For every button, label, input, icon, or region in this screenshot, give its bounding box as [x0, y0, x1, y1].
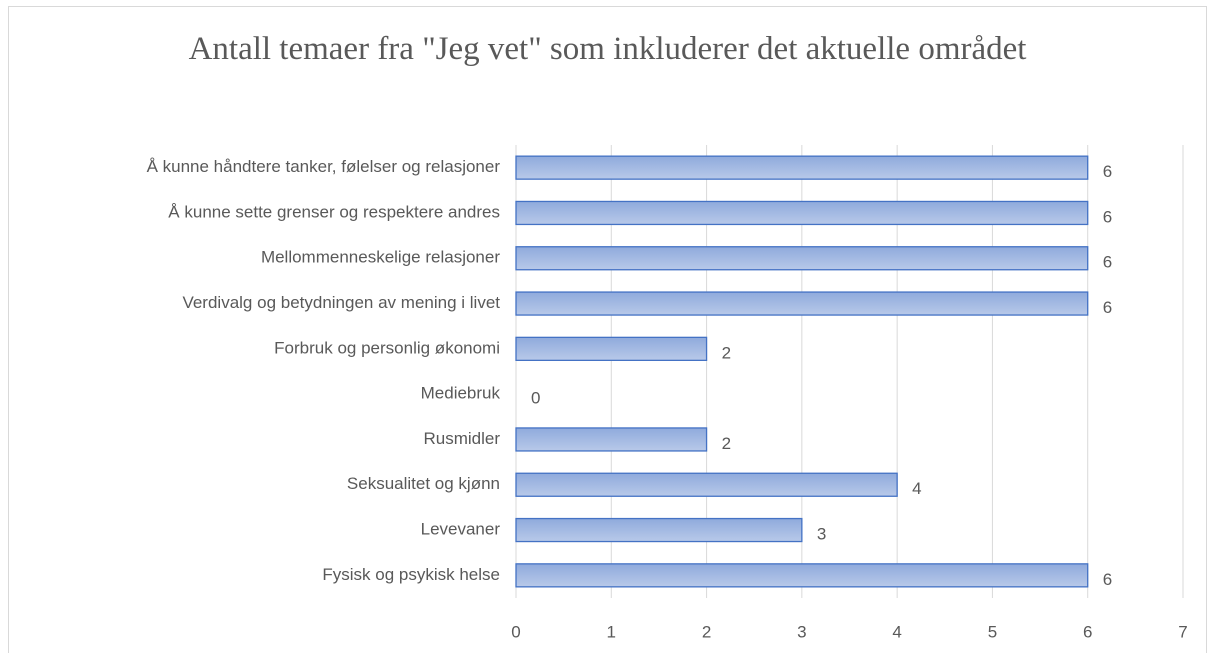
x-tick-label: 2	[702, 622, 711, 641]
data-label: 6	[1103, 570, 1112, 589]
data-label: 2	[722, 343, 731, 362]
x-tick-label: 5	[988, 622, 997, 641]
chart-border	[8, 6, 1207, 653]
data-label: 2	[722, 434, 731, 453]
x-tick-label: 6	[1083, 622, 1092, 641]
bar	[515, 155, 1089, 180]
y-tick-label: Levevaner	[421, 520, 501, 539]
x-tick-label: 7	[1178, 622, 1187, 641]
bar	[515, 246, 1089, 271]
x-tick-label: 4	[892, 622, 901, 641]
chart-title: Antall temaer fra "Jeg vet" som inkluder…	[188, 31, 1027, 67]
y-tick-label: Mellommenneskelige relasjoner	[261, 248, 500, 267]
bar	[515, 336, 708, 362]
bar	[515, 517, 803, 543]
data-label: 6	[1103, 207, 1112, 226]
data-label: 6	[1103, 253, 1112, 272]
data-label: 0	[531, 389, 540, 408]
y-tick-label: Å kunne håndtere tanker, følelser og rel…	[147, 157, 501, 176]
y-tick-label: Fysisk og psykisk helse	[322, 565, 500, 584]
bar	[515, 291, 1089, 316]
bar	[515, 427, 708, 452]
data-label: 4	[912, 479, 921, 498]
y-tick-label: Rusmidler	[423, 429, 500, 448]
data-label: 6	[1103, 162, 1112, 181]
data-label: 6	[1103, 298, 1112, 317]
bar	[515, 563, 1089, 588]
data-label: 3	[817, 525, 826, 544]
y-tick-label: Forbruk og personlig økonomi	[274, 338, 500, 357]
bar	[515, 200, 1089, 226]
x-tick-label: 1	[607, 622, 616, 641]
y-tick-label: Å kunne sette grenser og respektere andr…	[168, 202, 500, 221]
y-tick-label: Verdivalg og betydningen av mening i liv…	[182, 293, 500, 312]
x-tick-label: 0	[511, 622, 520, 641]
bar	[515, 472, 898, 497]
x-tick-label: 3	[797, 622, 806, 641]
y-tick-label: Mediebruk	[421, 384, 501, 403]
y-tick-label: Seksualitet og kjønn	[347, 474, 500, 493]
